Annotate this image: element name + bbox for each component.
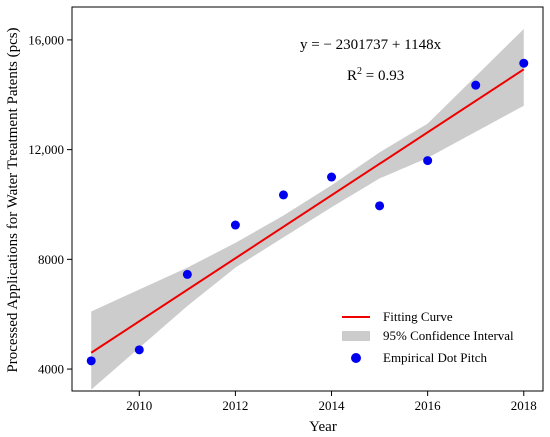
y-tick-label: 12,000 [28, 142, 64, 157]
fitting-curve-line [90, 68, 525, 354]
data-point [423, 156, 433, 166]
data-point [327, 172, 337, 182]
y-axis-label: Processed Applications for Water Treatme… [5, 27, 21, 372]
x-tick-label: 2014 [319, 398, 346, 413]
legend-band-swatch [342, 331, 370, 341]
x-axis-ticks: 2010 2012 2014 2016 2018 [126, 391, 537, 413]
scatter-points-layer [86, 58, 529, 366]
regression-equation: y = − 2301737 + 1148x [300, 37, 442, 53]
legend-points-swatch [351, 353, 361, 363]
r-squared-value: = 0.93 [362, 68, 404, 84]
fit-line-layer [90, 68, 525, 354]
legend-band-label: 95% Confidence Interval [383, 328, 514, 343]
y-tick-label: 4000 [38, 362, 64, 377]
legend: Fitting Curve 95% Confidence Interval Em… [342, 309, 514, 365]
confidence-band-layer [91, 28, 524, 390]
y-axis-ticks: 4000 8000 12,000 16,000 [28, 32, 72, 377]
data-point [278, 190, 288, 200]
legend-points-label: Empirical Dot Pitch [383, 350, 487, 365]
data-point [471, 80, 481, 90]
data-point [134, 345, 144, 355]
x-tick-label: 2016 [415, 398, 442, 413]
y-tick-label: 16,000 [28, 32, 64, 47]
data-point [375, 201, 385, 211]
x-axis-label: Year [309, 419, 337, 435]
plot-frame [71, 6, 544, 392]
x-tick-label: 2012 [222, 398, 248, 413]
confidence-band [91, 28, 524, 390]
y-tick-label: 8000 [38, 252, 64, 267]
data-point [519, 58, 529, 68]
x-tick-label: 2010 [126, 398, 152, 413]
x-tick-label: 2018 [511, 398, 537, 413]
r-squared-label: R2 = 0.93 [347, 66, 404, 84]
r-squared-superscript: 2 [357, 66, 362, 77]
data-point [182, 269, 192, 279]
legend-fit-label: Fitting Curve [383, 309, 453, 324]
data-point [230, 220, 240, 230]
r-squared-base: R [347, 68, 357, 84]
data-point [86, 356, 96, 366]
